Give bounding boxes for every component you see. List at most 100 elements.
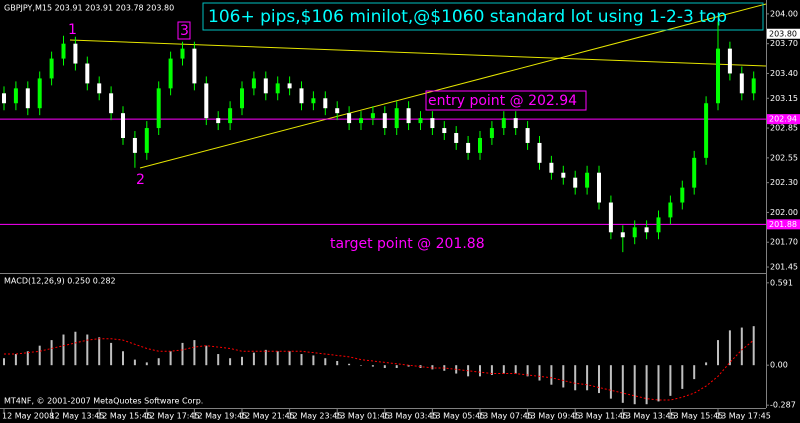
candle-body	[97, 83, 102, 94]
y-tick-label: 201.45	[770, 263, 798, 272]
histogram-bar	[193, 340, 196, 366]
histogram-bar	[157, 358, 160, 366]
candle-body	[656, 217, 661, 233]
histogram-bar	[502, 365, 505, 374]
candle-body	[359, 118, 363, 124]
candle-body	[382, 113, 387, 129]
candle-body	[739, 73, 744, 94]
candle-body	[585, 172, 590, 188]
histogram-bar	[229, 358, 232, 366]
histogram-bar	[360, 365, 362, 366]
candle-body	[454, 133, 459, 143]
price-box	[767, 28, 800, 39]
candle-body	[573, 177, 578, 188]
x-tick-label: 13 May 09:45	[526, 412, 581, 421]
candle-body	[251, 78, 256, 89]
y-tick-label: 202.85	[770, 124, 798, 133]
candle-body	[347, 113, 352, 124]
candle-body	[121, 113, 125, 138]
level-box	[767, 219, 800, 230]
candle-body	[109, 93, 114, 114]
histogram-bar	[348, 363, 351, 366]
histogram-bar	[26, 351, 29, 366]
level-box	[767, 114, 800, 125]
candle-body	[680, 187, 685, 203]
candle-body	[418, 118, 423, 124]
candle-body	[61, 43, 66, 59]
title-box	[202, 2, 764, 31]
y-tick-label: 202.55	[770, 153, 798, 162]
candle-body	[132, 137, 137, 153]
histogram-bar	[586, 365, 589, 391]
candle-body	[85, 63, 90, 84]
candle-body	[549, 162, 554, 173]
candle-body	[192, 48, 197, 84]
candle-body	[406, 108, 411, 124]
candle-body	[228, 108, 233, 124]
candle-body	[335, 108, 340, 114]
candle-body	[370, 113, 375, 119]
histogram-bar	[98, 337, 101, 366]
target-annotation: target point @ 201.88	[330, 236, 485, 252]
candle-body	[442, 128, 447, 134]
y-tick-label: 203.70	[770, 39, 798, 48]
pivot-label: 3	[180, 23, 189, 39]
candle-body	[263, 78, 268, 94]
histogram-bar	[705, 362, 708, 366]
annotation-box	[425, 90, 587, 111]
x-tick-label: 12 May 2008	[2, 412, 54, 421]
histogram-bar	[264, 349, 267, 366]
candle-body	[156, 88, 161, 129]
histogram-bar	[479, 365, 481, 377]
histogram-bar	[122, 351, 124, 366]
candle-body	[692, 157, 697, 188]
histogram-bar	[181, 342, 184, 366]
histogram-bar	[598, 365, 600, 394]
histogram-bar	[252, 352, 255, 366]
candle-body	[727, 48, 732, 74]
x-tick-label: 13 May 07:45	[478, 412, 533, 421]
candle-body	[597, 172, 601, 203]
x-tick-label: 13 May 13:45	[621, 412, 676, 421]
candle-body	[37, 78, 42, 109]
candle-body	[751, 78, 756, 94]
candle-body	[430, 118, 435, 129]
histogram-bar	[110, 342, 113, 366]
y-tick-label: 204.00	[770, 9, 798, 18]
histogram-bar	[133, 359, 136, 366]
price-label: 203.80	[769, 29, 797, 38]
histogram-bar	[752, 326, 755, 366]
histogram-bar	[657, 365, 660, 402]
histogram-bar	[728, 330, 731, 366]
histogram-bar	[609, 365, 612, 399]
histogram-bar	[669, 365, 672, 396]
candle-body	[311, 98, 316, 104]
candle-body	[25, 88, 30, 109]
x-tick-label: 12 May 15:45	[97, 412, 152, 421]
candle-body	[716, 48, 720, 104]
candle-body	[394, 108, 399, 129]
x-tick-label: 12 May 19:45	[192, 412, 247, 421]
candle-body	[478, 137, 482, 153]
histogram-bar	[38, 345, 41, 366]
candle-body	[13, 88, 18, 104]
candle-body	[168, 58, 173, 89]
candle-body	[49, 58, 54, 79]
x-tick-label: 12 May 21:45	[240, 412, 295, 421]
candle-body	[525, 128, 530, 143]
y-tick-label: -0.287	[770, 401, 796, 410]
histogram-bar	[300, 354, 303, 366]
candle-body	[632, 227, 637, 238]
y-tick-label: 201.70	[770, 238, 798, 247]
x-tick-label: 13 May 17:45	[716, 412, 771, 421]
candle-body	[323, 98, 328, 109]
histogram-bar	[490, 365, 493, 375]
histogram-bar	[693, 365, 696, 380]
histogram-bar	[621, 365, 624, 403]
candle-body	[561, 172, 566, 178]
candle-body	[537, 142, 542, 163]
histogram-bar	[717, 340, 719, 366]
histogram-bar	[538, 365, 541, 381]
